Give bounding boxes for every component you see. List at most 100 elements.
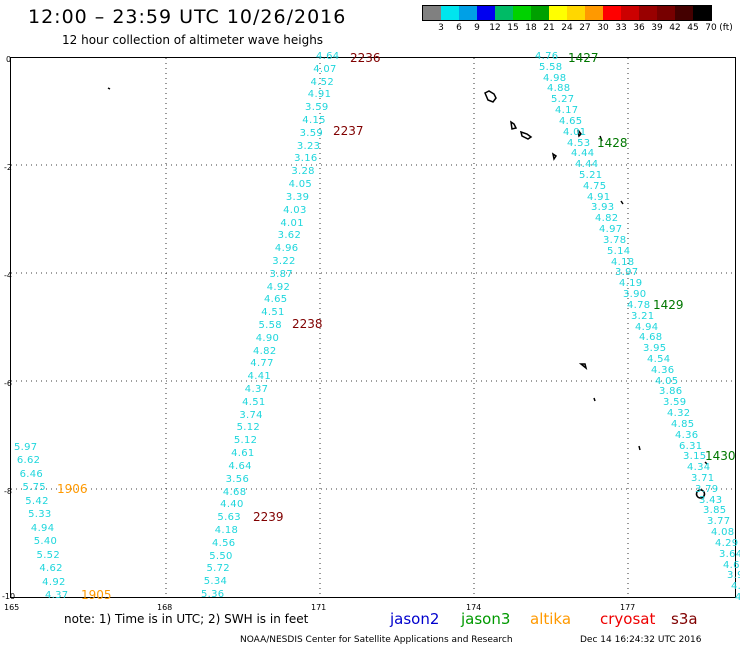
wave-height-value: 4.96 [274, 243, 299, 255]
y-tick-label: 0 [6, 55, 12, 64]
island-outlines [107, 87, 708, 499]
wave-height-value: 4.67 [735, 592, 740, 603]
wave-height-value: 5.36 [201, 589, 225, 600]
wave-height-value: 5.75 [22, 482, 46, 494]
legend-swatch [621, 6, 639, 20]
wave-height-value: 3.16 [294, 153, 318, 165]
legend-label: 24 [561, 23, 573, 33]
wave-height-value: 4.01 [280, 217, 304, 229]
wave-height-value: 5.21 [579, 170, 603, 182]
wave-height-value: 4.90 [255, 332, 280, 344]
wave-height-value: 3.39 [285, 191, 310, 203]
wave-height-value: 4.17 [555, 105, 579, 117]
legend-swatch [675, 6, 693, 20]
wave-height-value: 4.68 [639, 332, 663, 344]
wave-height-value: 3.93 [591, 202, 615, 214]
wave-height-value: 4.40 [220, 499, 244, 511]
wave-height-value: 3.91 [727, 570, 740, 582]
wave-height-value: 4.82 [595, 213, 619, 225]
wave-height-value: 4.61 [231, 448, 255, 460]
wave-height-value: 4.64 [316, 51, 340, 62]
time-label: 1428 [597, 136, 628, 150]
wave-height-value: 5.27 [551, 94, 575, 106]
wave-height-value: 3.90 [623, 289, 647, 301]
wave-height-value: 4.52 [310, 76, 334, 88]
wave-height-value: 4.98 [543, 72, 567, 84]
wave-height-value: 6.62 [16, 455, 41, 467]
color-legend: 3 6 9 12 15 18 21 24 27 30 33 36 39 42 45 70 (ft) [422, 5, 733, 33]
wave-height-value: 5.50 [209, 550, 233, 562]
legend-swatch [585, 6, 603, 20]
y-tick-label: -4 [4, 271, 12, 280]
wave-height-value: 4.44 [571, 148, 595, 160]
legend-label: 42 [669, 23, 681, 33]
wave-height-value: 4.62 [39, 563, 63, 575]
wave-height-value: 4.75 [583, 180, 607, 192]
wave-height-value: 4.18 [611, 256, 635, 268]
wave-height-value: 3.22 [272, 255, 296, 267]
wave-height-value: 5.12 [236, 422, 261, 434]
footer-note: note: 1) Time is in UTC; 2) SWH is in fe… [64, 612, 309, 626]
time-label: 1429 [653, 298, 684, 312]
legend-swatch [531, 6, 549, 20]
x-tick-label: 171 [311, 603, 327, 612]
wave-height-value: 3.78 [603, 234, 627, 246]
time-label: 1430 [705, 449, 736, 463]
satellite-label-altika: altika [530, 610, 572, 628]
wave-height-value: 4.15 [302, 115, 326, 127]
wave-height-value: 5.97 [14, 442, 38, 453]
legend-swatch [567, 6, 585, 20]
wave-height-value: 4.05 [288, 179, 313, 191]
legend-swatch [603, 6, 621, 20]
wave-height-value: 4.92 [266, 281, 291, 293]
wave-height-value: 3.21 [631, 310, 655, 322]
legend-label: 15 [507, 23, 519, 33]
legend-swatch [513, 6, 531, 20]
legend-swatch [495, 6, 513, 20]
time-label: 2238 [292, 317, 323, 331]
wave-height-value: 4.77 [250, 358, 274, 370]
wave-height-value: 4.18 [214, 524, 239, 536]
legend-label: 39 [651, 23, 663, 33]
map-subtitle: 12 hour collection of altimeter wave hei… [62, 33, 324, 47]
wave-height-value: 3.77 [707, 516, 731, 528]
legend-swatch [693, 6, 711, 20]
legend-label: 36 [633, 23, 645, 33]
wave-height-value: 4.51 [242, 396, 266, 408]
wave-height-value: 4.44 [575, 159, 599, 171]
wave-height-value: 4.78 [627, 299, 651, 311]
wave-height-value: 4.94 [30, 522, 55, 534]
time-label: 1906 [57, 482, 88, 496]
wave-height-value: 6.46 [19, 468, 44, 480]
wave-height-value: 3.95 [643, 343, 667, 355]
wave-height-value: 5.58 [539, 61, 563, 73]
wave-height-value: 3.87 [269, 268, 293, 280]
wave-height-value: 3.85 [703, 505, 727, 517]
wave-height-value: 4.91 [587, 191, 611, 203]
wave-height-value: 5.34 [203, 576, 228, 588]
wave-height-value: 3.59 [663, 397, 687, 409]
y-tick-label: -8 [4, 487, 12, 496]
legend-color-bar [422, 5, 712, 21]
wave-height-value: 4.37 [45, 590, 69, 601]
wave-height-value: 4.53 [567, 137, 591, 149]
wave-height-value: 3.23 [296, 140, 321, 152]
wave-height-value: 4.51 [261, 307, 285, 319]
wave-height-value: 4.91 [307, 89, 332, 101]
time-label: 2237 [333, 124, 364, 138]
satellite-label-jason2: jason2 [390, 610, 440, 628]
wave-height-value: 5.14 [607, 245, 631, 257]
map-grid [11, 58, 735, 597]
wave-height-value: 4.56 [211, 537, 236, 549]
wave-height-value: 4.94 [635, 321, 659, 333]
wave-height-value: 4.29 [715, 537, 739, 549]
wave-height-value: 4.85 [671, 418, 695, 430]
time-label: 1905 [81, 588, 112, 602]
legend-labels: 3 6 9 12 15 18 21 24 27 30 33 36 39 42 45 70 (ft) [422, 23, 740, 35]
wave-height-value: 5.33 [28, 509, 52, 521]
wave-height-value: 4.34 [687, 462, 711, 474]
legend-label: 18 [525, 23, 537, 33]
wave-height-value: 4.92 [42, 576, 66, 588]
wave-height-value: 4.82 [253, 345, 277, 357]
